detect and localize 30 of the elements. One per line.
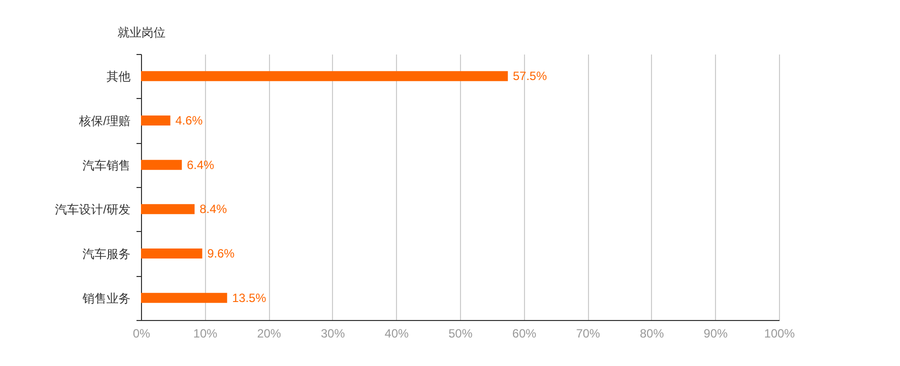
bar <box>141 71 508 82</box>
y-tick-label: 销售业务 <box>82 291 130 306</box>
bar <box>141 248 202 258</box>
x-tick-label: 70% <box>576 326 600 340</box>
x-tick-label: 0% <box>132 326 150 340</box>
bar <box>141 160 182 170</box>
x-tick-label: 100% <box>764 326 796 340</box>
x-tick-label: 50% <box>448 326 473 340</box>
bar <box>141 204 195 214</box>
x-tick-label: 90% <box>704 326 728 340</box>
y-axis-title: 就业岗位 <box>118 26 166 40</box>
x-tick-label: 40% <box>384 326 410 340</box>
data-label: 4.6% <box>175 114 204 128</box>
y-tick-label: 其他 <box>106 70 130 84</box>
data-label: 6.4% <box>186 158 215 172</box>
data-label: 9.6% <box>207 246 235 260</box>
x-tick-label: 20% <box>257 326 282 340</box>
data-label: 57.5% <box>512 69 548 84</box>
x-tick-label: 80% <box>640 326 664 340</box>
y-tick-label: 汽车销售 <box>82 158 130 172</box>
data-label: 13.5% <box>232 290 266 305</box>
x-tick-label: 60% <box>512 326 537 340</box>
bar <box>141 292 228 303</box>
y-tick-label: 核保/理赔 <box>78 114 130 128</box>
y-tick-label: 汽车设计/研发 <box>55 202 130 217</box>
bar <box>141 116 170 126</box>
x-tick-label: 10% <box>193 326 218 340</box>
y-tick-label: 汽车服务 <box>82 247 130 261</box>
data-label: 8.4% <box>200 202 228 216</box>
x-tick-label: 30% <box>320 326 346 340</box>
